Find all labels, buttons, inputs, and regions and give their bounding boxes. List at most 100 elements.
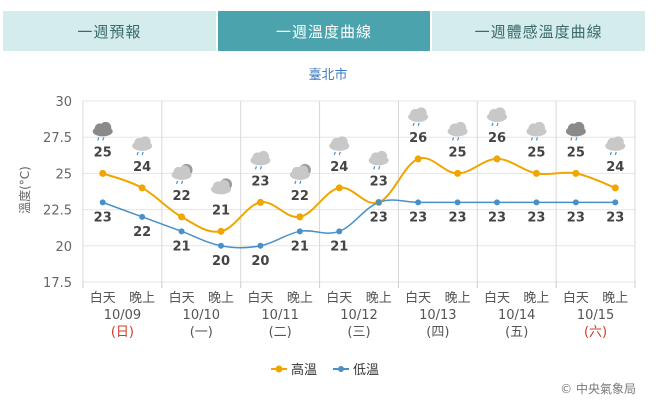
- high-temp-point: [296, 213, 304, 221]
- high-temp-data-label: 25: [449, 145, 467, 160]
- day-weekday-label: (日): [111, 325, 134, 340]
- partly-cloudy-icon: [211, 178, 232, 195]
- high-temp-data-label: 25: [94, 145, 112, 160]
- x-tick-label: 白天: [169, 290, 195, 306]
- high-temp-data-label: 21: [212, 203, 230, 218]
- y-tick-label: 30: [55, 95, 72, 110]
- tab-bar: 一週預報 一週溫度曲線 一週體感溫度曲線: [3, 11, 646, 51]
- high-temp-point: [414, 155, 422, 163]
- x-tick-label: 白天: [405, 290, 431, 306]
- high-temp-point: [532, 169, 540, 177]
- cloudy-rain-icon: [447, 121, 468, 141]
- legend-low-label: 低溫: [353, 363, 379, 378]
- day-date-label: 10/14: [498, 308, 535, 323]
- tab-weekly-forecast[interactable]: 一週預報: [3, 11, 216, 51]
- heavy-cloud-rain-icon: [565, 121, 586, 141]
- high-temp-point: [138, 184, 146, 192]
- day-weekday-label: (三): [347, 325, 370, 340]
- x-tick-label: 白天: [90, 290, 116, 306]
- y-tick-label: 22.5: [43, 204, 72, 219]
- cloudy-rain-icon: [526, 121, 547, 141]
- y-tick-label: 27.5: [43, 131, 72, 146]
- heavy-cloud-rain-icon: [92, 121, 113, 141]
- high-temp-point: [572, 169, 580, 177]
- cloudy-rain-icon: [605, 136, 626, 156]
- tab-weekly-temperature-curve[interactable]: 一週溫度曲線: [217, 11, 431, 51]
- high-temp-data-label: 25: [567, 145, 585, 160]
- tab-weekly-apparent-temperature-curve[interactable]: 一週體感溫度曲線: [432, 11, 646, 51]
- cloudy-rain-icon: [250, 150, 271, 170]
- partly-cloudy-rain-icon: [289, 163, 311, 185]
- low-temp-point: [572, 199, 579, 206]
- day-date-label: 10/11: [261, 308, 298, 323]
- high-temp-point: [256, 198, 264, 206]
- low-temp-data-label: 23: [449, 210, 467, 225]
- day-date-label: 10/13: [419, 308, 456, 323]
- cloudy-rain-icon: [329, 136, 350, 156]
- low-temp-point: [178, 228, 185, 235]
- x-tick-label: 晚上: [287, 291, 313, 306]
- y-tick-label: 25: [55, 167, 72, 182]
- low-temp-data-label: 21: [173, 239, 191, 254]
- y-tick-label: 20: [55, 240, 72, 255]
- x-tick-label: 白天: [326, 290, 352, 306]
- high-temp-data-label: 24: [330, 160, 348, 175]
- high-temp-data-label: 25: [527, 145, 545, 160]
- low-temp-data-label: 20: [251, 254, 269, 269]
- high-temp-point: [178, 213, 186, 221]
- x-tick-label: 白天: [484, 290, 510, 306]
- copyright-text: © 中央氣象局: [560, 382, 636, 396]
- day-weekday-label: (二): [269, 325, 292, 340]
- cloudy-rain-icon: [408, 107, 429, 127]
- day-date-label: 10/15: [577, 308, 614, 323]
- high-temp-point: [99, 169, 107, 177]
- legend-high-marker: [275, 365, 283, 373]
- low-temp-data-label: 23: [567, 210, 585, 225]
- day-weekday-label: (一): [190, 325, 213, 340]
- high-temp-line: [102, 157, 616, 233]
- chart-title: 臺北市: [308, 67, 347, 83]
- high-temp-point: [493, 155, 501, 163]
- day-date-label: 10/09: [104, 308, 141, 323]
- low-temp-point: [139, 213, 146, 220]
- low-temp-point: [533, 199, 540, 206]
- low-temp-data-label: 23: [606, 210, 624, 225]
- low-temp-point: [375, 199, 382, 206]
- x-tick-label: 晚上: [366, 291, 392, 306]
- low-temp-point: [454, 199, 461, 206]
- day-weekday-label: (五): [505, 325, 528, 340]
- low-temp-point: [99, 199, 106, 206]
- low-temp-data-label: 23: [94, 210, 112, 225]
- x-tick-label: 晚上: [602, 291, 628, 306]
- low-temp-data-label: 21: [291, 239, 309, 254]
- cloudy-rain-icon: [487, 107, 507, 127]
- low-temp-point: [336, 228, 343, 235]
- x-tick-label: 晚上: [208, 291, 234, 306]
- day-date-label: 10/10: [183, 308, 220, 323]
- low-temp-point: [415, 199, 422, 206]
- high-temp-data-label: 22: [173, 189, 191, 204]
- high-temp-data-label: 24: [606, 160, 624, 175]
- x-tick-label: 晚上: [129, 291, 155, 306]
- high-temp-point: [335, 184, 343, 192]
- low-temp-point: [296, 228, 303, 235]
- high-temp-point: [454, 169, 462, 177]
- high-temp-data-label: 23: [251, 174, 269, 189]
- high-temp-data-label: 24: [133, 160, 151, 175]
- low-temp-point: [494, 199, 500, 206]
- low-temp-data-label: 21: [330, 239, 348, 254]
- y-axis-label: 溫度(°C): [17, 166, 32, 214]
- cloudy-rain-icon: [368, 150, 389, 170]
- high-temp-data-label: 23: [370, 174, 388, 189]
- low-temp-data-label: 23: [409, 210, 427, 225]
- cloudy-rain-icon: [132, 136, 153, 156]
- low-temp-data-label: 23: [370, 210, 388, 225]
- low-temp-data-label: 22: [133, 225, 151, 240]
- partly-cloudy-rain-icon: [171, 163, 193, 185]
- low-temp-data-label: 20: [212, 254, 230, 269]
- high-temp-data-label: 26: [488, 131, 506, 146]
- low-temp-line: [102, 199, 616, 249]
- low-temp-data-label: 23: [527, 210, 545, 225]
- legend-low-marker: [338, 366, 344, 372]
